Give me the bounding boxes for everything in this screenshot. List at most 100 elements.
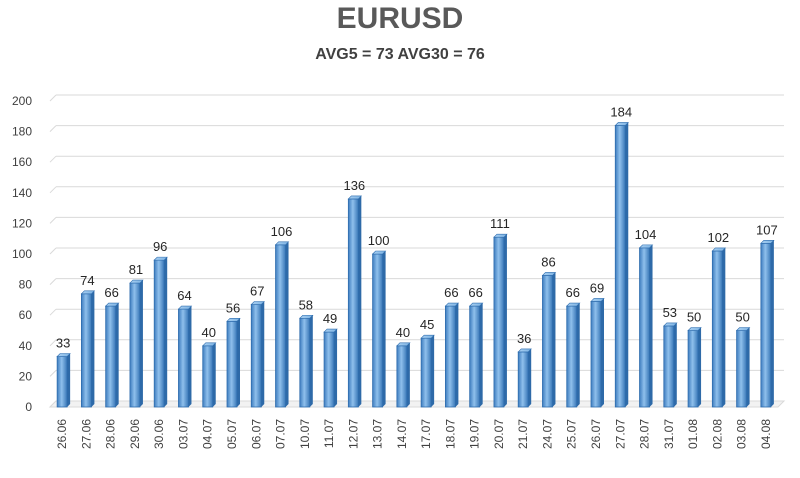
bar — [444, 302, 460, 408]
bar-top — [153, 256, 168, 261]
bar-top — [687, 327, 702, 331]
bar-front — [372, 253, 384, 408]
bar — [517, 348, 532, 408]
bar — [735, 327, 751, 408]
bar-top — [517, 348, 532, 353]
bar-front — [517, 351, 529, 408]
x-tick-label: 24.07 — [540, 419, 554, 449]
x-tick-label: 28.07 — [638, 419, 652, 449]
bar-front — [323, 331, 335, 408]
bar — [104, 302, 120, 408]
x-tick-label: 20.07 — [492, 419, 506, 449]
bar — [590, 298, 605, 408]
gridline-depth — [49, 339, 57, 347]
gridline-depth — [49, 247, 57, 255]
bar — [80, 290, 96, 408]
data-label: 56 — [226, 300, 240, 315]
x-tick-label: 03.08 — [735, 419, 749, 449]
bar — [420, 334, 435, 408]
data-label: 111 — [490, 216, 510, 231]
bar-front — [81, 293, 92, 408]
y-tick-label: 100 — [12, 247, 32, 261]
bar-front — [178, 308, 189, 408]
x-tick-label: 07.07 — [274, 419, 288, 449]
data-label: 53 — [663, 305, 677, 320]
x-tick-label: 27.07 — [613, 419, 627, 449]
bar-top — [226, 318, 241, 322]
data-labels: 33 74 66 81 96 64 40 56 67 106 58 49 136 100 40 45 66 66 1… — [56, 104, 778, 350]
bar-side — [382, 251, 386, 407]
x-tick-label: 25.07 — [565, 419, 579, 449]
bar — [468, 302, 484, 408]
bar-top — [663, 322, 678, 327]
bar-side — [237, 318, 240, 407]
x-tick-label: 21.07 — [516, 419, 530, 449]
bar — [638, 244, 654, 408]
bar-top — [177, 305, 193, 310]
bar — [541, 272, 557, 408]
bar — [177, 305, 193, 408]
y-tick-label: 180 — [12, 125, 32, 139]
data-label: 50 — [687, 310, 701, 325]
bar-top — [323, 328, 338, 333]
bar-side — [625, 122, 629, 407]
data-label: 40 — [201, 325, 215, 340]
bar-side — [431, 335, 435, 407]
x-tick-label: 13.07 — [371, 419, 385, 449]
bar-side — [552, 272, 556, 407]
bar-side — [67, 353, 71, 407]
bar-side — [285, 241, 289, 407]
bar-front — [736, 330, 747, 408]
data-label: 96 — [153, 239, 167, 254]
bar-side — [601, 298, 604, 407]
bar-side — [406, 342, 410, 407]
bar — [614, 122, 629, 408]
bar-front — [105, 305, 117, 408]
bar-top — [104, 302, 120, 307]
bar-side — [722, 247, 726, 407]
data-label: 67 — [250, 283, 264, 298]
gridline-depth — [49, 370, 57, 377]
bar-top — [129, 279, 144, 284]
bar-side — [358, 195, 362, 407]
bar-top — [760, 239, 775, 244]
y-tick-label: 80 — [19, 278, 33, 292]
data-label: 100 — [368, 233, 390, 248]
x-tick-label: 06.07 — [249, 419, 263, 449]
bar-top — [541, 272, 557, 276]
y-tick-label: 60 — [19, 308, 33, 322]
bar-side — [455, 303, 459, 407]
data-label: 104 — [635, 227, 657, 242]
bar — [274, 241, 290, 408]
data-label: 74 — [80, 273, 94, 288]
bar — [711, 247, 727, 408]
bar-front — [299, 317, 311, 408]
data-label: 69 — [590, 280, 604, 295]
bar-front — [687, 330, 699, 408]
bar-top — [347, 195, 363, 200]
data-label: 106 — [271, 224, 293, 239]
bar — [129, 279, 144, 408]
bar-side — [673, 322, 677, 407]
x-tick-label: 17.07 — [419, 419, 433, 449]
x-tick-label: 28.06 — [104, 419, 118, 449]
bar-side — [115, 303, 119, 407]
bar-top — [493, 233, 508, 238]
data-label: 86 — [541, 254, 555, 269]
x-tick-label: 18.07 — [443, 419, 457, 449]
bar-top — [711, 247, 727, 252]
bar — [663, 322, 678, 408]
gridline-depth — [49, 217, 57, 224]
data-label: 107 — [756, 222, 778, 237]
data-label: 49 — [323, 311, 337, 326]
bar-front — [614, 125, 626, 408]
bar-side — [576, 303, 580, 407]
bar-top — [420, 334, 435, 339]
bar-side — [334, 329, 338, 407]
bar — [153, 256, 168, 408]
bar-top — [614, 122, 629, 126]
bar-side — [479, 303, 483, 407]
bars — [56, 122, 775, 408]
bar-front — [469, 305, 481, 408]
